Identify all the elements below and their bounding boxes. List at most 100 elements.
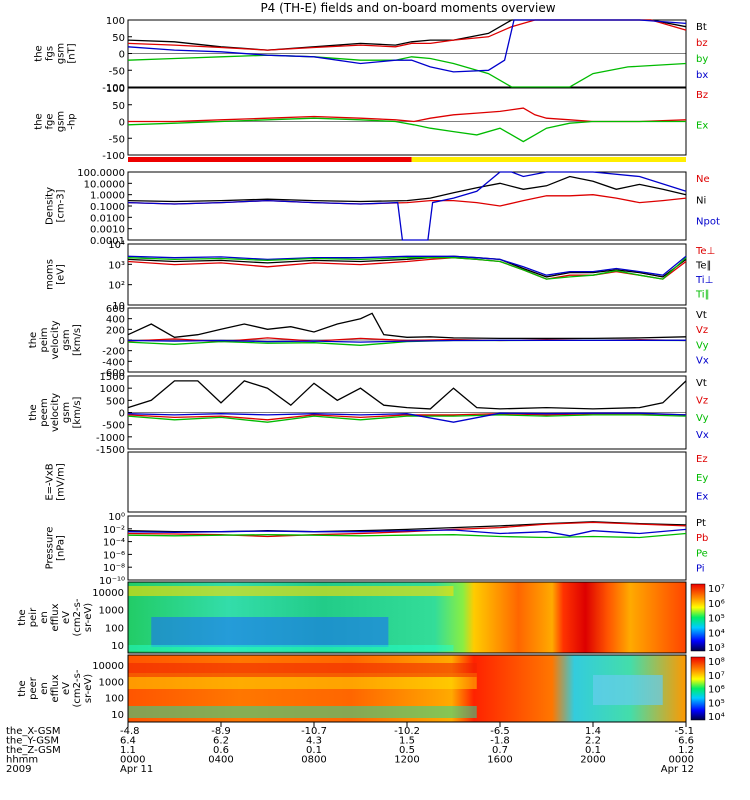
legend-entry: Vt [696,378,707,389]
y-tick-label: 0 [119,50,125,61]
y-axis-label-line: the [17,680,28,696]
y-tick-label: 10² [108,281,125,292]
y-tick-label: -100 [102,83,125,94]
panel-frame [127,581,687,654]
status-bar [128,157,686,162]
x-axis-table: the_X-GSMthe_Y-GSMthe_Z-GSMhhmm2009-4.86… [6,722,694,775]
y-axis-label-line: sr-eV) [83,603,94,632]
y-axis-label-line: gsm [56,111,67,132]
y-axis-label-line: sr-eV) [83,674,94,703]
panel-2: 100.000010.00001.00000.10000.01000.00100… [45,168,720,247]
y-tick-label: 10⁰ [108,512,125,523]
panel-0: 100 50 0 -50 -100 the fgs gsm [nT] Bt bz by bx [34,16,709,94]
series-line-Vx [127,412,687,423]
y-tick-label: -400 [102,357,125,368]
x-axis-cell: 1.4 [585,726,601,737]
y-axis-label-line: en [39,682,50,695]
panel-frame [127,243,687,306]
figure-title: P4 (TH-E) fields and on-board moments ov… [260,1,555,15]
legend-entry: bz [696,38,708,49]
y-tick-label: 100.0000 [77,168,125,179]
legend-entry: Ni [696,195,706,206]
x-axis-cell: -10.2 [394,726,420,737]
colorbar-tick-label: 10⁵ [708,614,725,625]
y-axis-label-line: moms [45,259,56,290]
y-tick-label: 1000 [100,384,125,395]
legend: Bt bz by bx [696,22,708,81]
y-tick-label: 10³ [108,260,125,271]
y-tick-label: 10 [111,710,124,721]
legend-entry: Bt [696,22,707,33]
x-axis-cell: -6.5 [490,726,510,737]
panel-6: E=-VxB [mV/m] Ez Ey Ex [45,451,708,513]
x-axis-cell: 1600 [487,755,512,766]
x-axis-cell: 2000 [580,755,605,766]
y-tick-label: -1500 [96,445,125,456]
y-axis-label-line: peir [28,607,39,627]
y-tick-label: 10 [111,641,124,652]
legend-entry: Te∥ [695,261,712,272]
y-axis-label: Pressure [nPa] [45,527,67,570]
y-axis-label-line: [nPa] [56,535,67,561]
legend-entry: Ez [696,454,708,465]
series-line-Pe [127,532,687,539]
legend-entry: Ex [696,492,708,503]
legend-entry: Pe [696,548,708,559]
y-axis-label: the fge gsm -hp [34,111,78,132]
heatmap-band [128,645,454,651]
y-axis-label-line: eV [61,682,72,695]
y-tick-label: 1000 [99,606,124,617]
y-axis-label-line: peer [28,676,39,700]
y-axis-label-line: efflux [50,603,61,631]
y-tick-label: 1000 [99,677,124,688]
x-axis-cell: 0.1 [585,745,601,756]
x-axis-row-label: hhmm [6,755,38,766]
legend: Bz Ex [696,90,708,131]
legend-entry: Npot [696,217,720,228]
y-tick-label: 10 [112,301,125,312]
x-axis-row-label: 2009 [6,764,31,775]
y-tick-label: 100 [106,84,125,95]
y-tick-label: 10000 [92,588,124,599]
y-axis-label: the fgs gsm [nT] [34,43,78,64]
y-tick-label: 50 [112,33,125,44]
y-axis-label-line: [nT] [67,43,78,63]
x-axis-row-label: the_Y-GSM [6,736,59,747]
colorbar: 10⁸ 10⁷ 10⁶ 10⁵ 10⁴ [690,656,725,723]
colorbar-bar [690,656,706,721]
y-tick-label: 50 [112,101,125,112]
legend-entry: Ti⊥ [695,275,713,286]
x-axis-cell: 6.4 [120,736,136,747]
y-tick-label: 0.1000 [90,202,125,213]
legend-entry: Ex [696,120,708,131]
legend: Ez Ey Ex [696,454,708,503]
heatmap-band [128,706,477,718]
x-axis-cell: 0800 [301,755,326,766]
x-axis-cell: 6.6 [678,736,694,747]
panel-1: 100 50 0 -50 -100 the fge gsm -hp Bz Ex [34,84,709,162]
colorbar-tick-label: 10⁷ [708,671,725,682]
y-tick-label: 100 [106,16,125,27]
y-tick-label: 1.0000 [90,191,125,202]
colorbar-tick-label: 10⁷ [708,584,725,595]
legend-entry: Pi [696,564,705,575]
y-tick-label: 0.0010 [90,225,125,236]
y-tick-label: 1500 [100,372,125,383]
legend-entry: Ne [696,174,710,185]
colorbar-tick-label: 10⁴ [708,628,725,639]
x-axis-cell: 0.1 [306,745,322,756]
y-tick-label: -50 [109,66,125,77]
legend-entry: Vy [696,340,709,351]
series-line-Ti⊥ [127,255,687,276]
y-axis-label-line: [cm-3] [56,189,67,222]
colorbar-tick-label: 10³ [708,643,725,654]
legend-entry: Vx [696,356,709,367]
colorbar-tick-label: 10⁵ [708,698,725,709]
x-axis-cell: Apr 11 [120,764,153,775]
panel-9: 10⁸ 10⁷ 10⁶ 10⁵ 10⁴ 10000 1000 100 10 the peer en ef… [17,654,725,723]
colorbar-tick-label: 10⁶ [708,685,725,696]
legend-entry: Pt [696,518,706,529]
panel-frame [127,171,687,241]
